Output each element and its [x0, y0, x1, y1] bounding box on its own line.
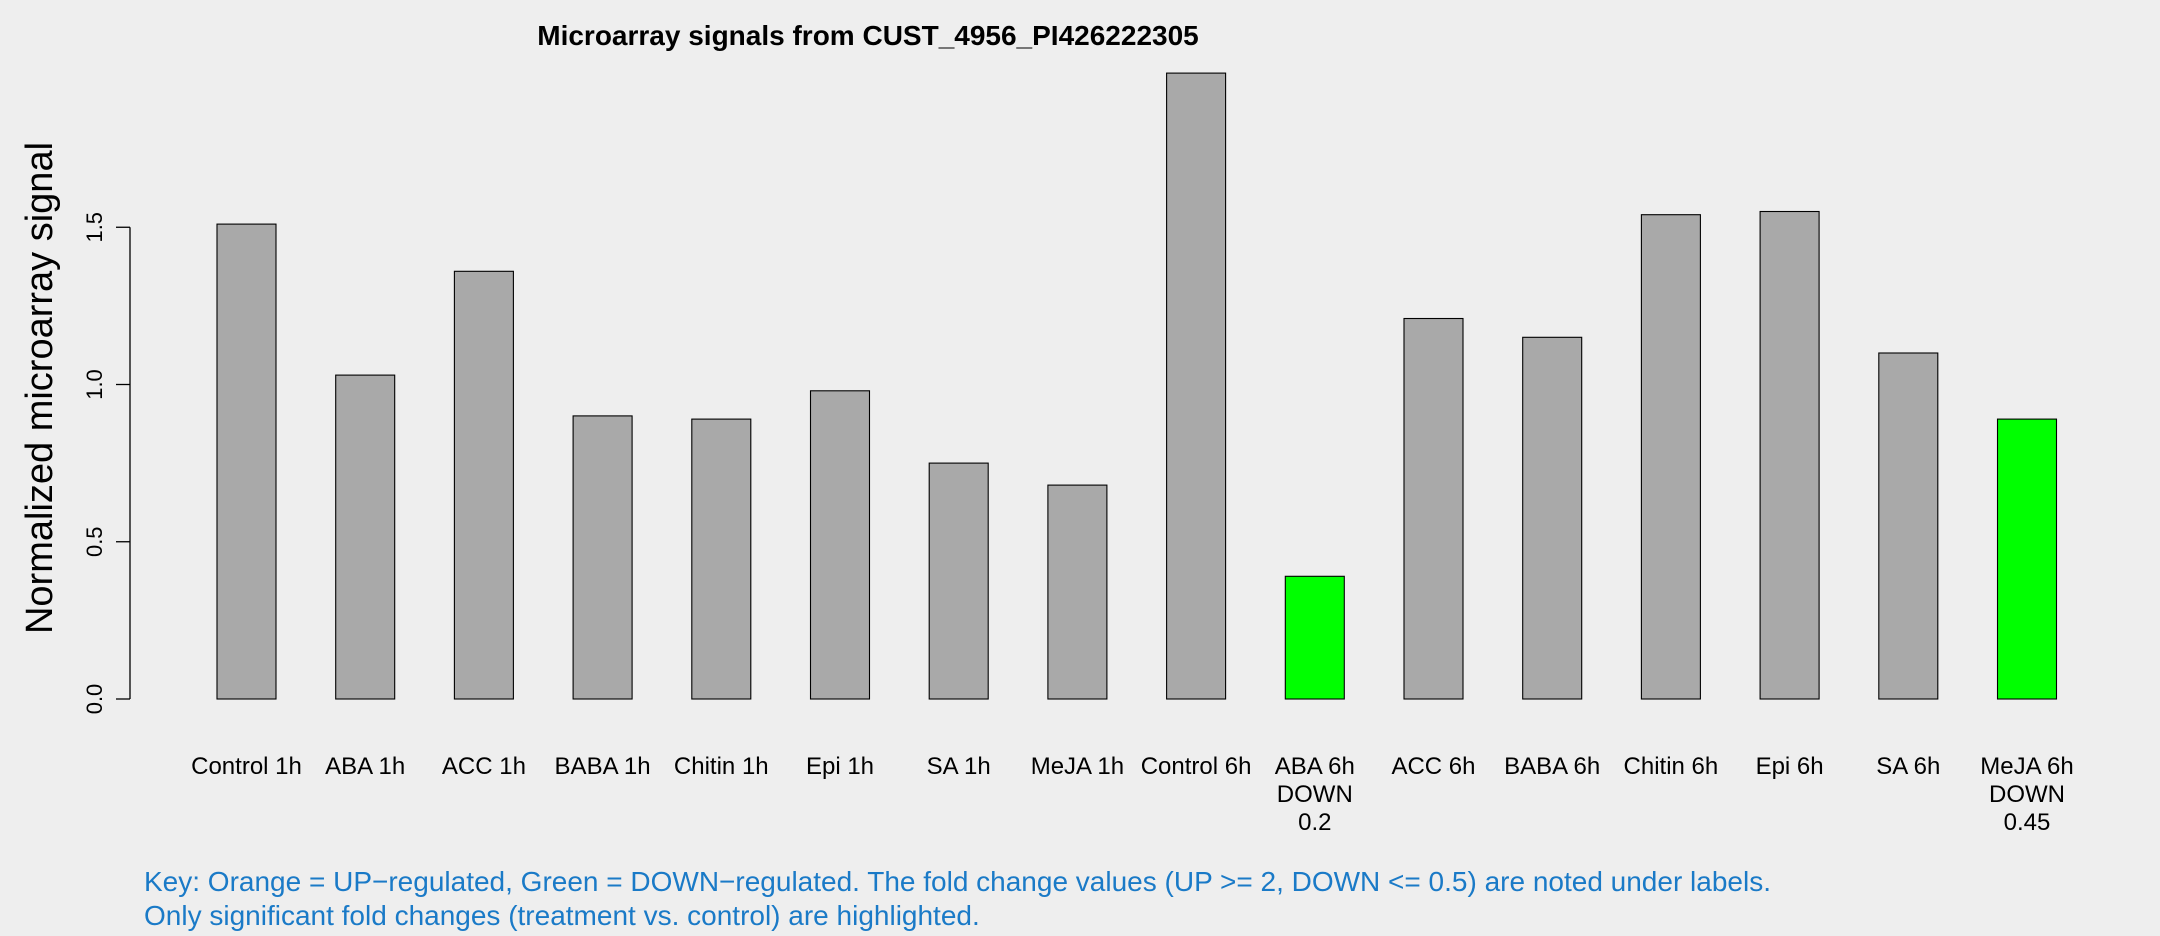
- y-tick-label: 1.5: [82, 212, 107, 243]
- y-axis: 0.0 0.5 1.0 1.5: [82, 212, 131, 715]
- y-tick-label: 1.0: [82, 369, 107, 400]
- bar-sa-6h: [1878, 352, 1939, 700]
- category-label: ACC 6h: [1391, 753, 1475, 780]
- category-label: Epi 1h: [806, 753, 874, 780]
- bar-acc-6h: [1403, 317, 1464, 700]
- bar-control-6h: [1166, 72, 1227, 700]
- y-tick-label: 0.0: [82, 684, 107, 715]
- category-label: BABA 6h: [1504, 753, 1600, 780]
- category-label: SA 6h: [1876, 753, 1940, 780]
- category-label: Chitin 6h: [1624, 753, 1719, 780]
- bar-chitin-6h: [1640, 214, 1701, 700]
- bar-baba-1h: [572, 415, 633, 700]
- bar-meja-1h: [1047, 484, 1108, 700]
- bar-sa-1h: [928, 462, 989, 700]
- bar-epi-1h: [809, 390, 871, 700]
- bar-meja-6h: [1996, 418, 2058, 700]
- bar-epi-6h: [1759, 210, 1820, 700]
- category-label: Epi 6h: [1756, 753, 1824, 780]
- y-axis-label: Normalized microarray signal: [19, 142, 61, 634]
- category-label: ACC 1h: [442, 753, 526, 780]
- bars-group: [216, 72, 2058, 700]
- category-label: ABA 6h: [1275, 753, 1355, 780]
- bar-chitin-1h: [691, 418, 752, 700]
- category-label: Control 6h: [1141, 753, 1252, 780]
- category-label: Chitin 1h: [674, 753, 769, 780]
- bar-baba-6h: [1522, 336, 1583, 700]
- bar-control-1h: [216, 223, 277, 700]
- y-tick-label: 0.5: [82, 526, 107, 557]
- category-label: Control 1h: [191, 753, 302, 780]
- category-labels-group: Control 1h ABA 1h ACC 1h BABA 1h Chitin 1h Ep…: [191, 753, 2074, 836]
- fold-change-annotation: DOWN: [1989, 781, 2065, 808]
- fold-change-annotation: 0.45: [2004, 809, 2051, 836]
- category-label: MeJA 6h: [1980, 753, 2073, 780]
- chart-title: Microarray signals from CUST_4956_PI4262…: [537, 20, 1199, 51]
- category-label: MeJA 1h: [1031, 753, 1124, 780]
- bar-aba-6h: [1284, 575, 1345, 700]
- category-label: SA 1h: [927, 753, 991, 780]
- key-text-line-1: Key: Orange = UP−regulated, Green = DOWN…: [144, 866, 1771, 897]
- category-label: BABA 1h: [555, 753, 651, 780]
- category-label: ABA 1h: [325, 753, 405, 780]
- bar-aba-1h: [335, 374, 396, 700]
- bar-acc-1h: [453, 270, 514, 700]
- fold-change-annotation: 0.2: [1298, 809, 1331, 836]
- fold-change-annotation: DOWN: [1277, 781, 1353, 808]
- key-text-line-2: Only significant fold changes (treatment…: [144, 900, 980, 931]
